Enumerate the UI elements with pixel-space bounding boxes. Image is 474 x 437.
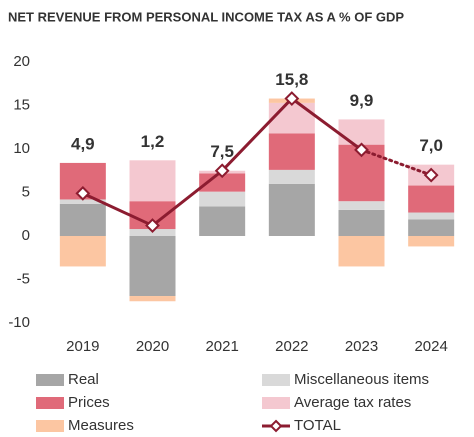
bar-segment [268,169,315,184]
chart-title: NET REVENUE FROM PERSONAL INCOME TAX AS … [8,9,404,24]
bar-segment [338,119,385,145]
bar-segment [338,236,385,267]
x-tick-label: 2023 [345,338,378,355]
data-label: 4,9 [71,134,95,153]
legend-label: Average tax rates [294,394,411,411]
legend-label: Miscellaneous items [294,371,429,388]
y-tick-label: 0 [22,227,30,244]
y-tick-label: 20 [13,53,30,70]
total-line-dotted [360,148,433,177]
legend-swatch [36,397,64,409]
bar-segment [268,133,315,170]
bar-segment [408,219,455,236]
legend-label: Real [68,371,99,388]
legend-swatch [36,374,64,386]
bar-segment [338,201,385,210]
data-label: 7,0 [419,136,443,155]
bar-segment [199,206,246,236]
x-tick-label: 2019 [66,338,99,355]
data-label: 9,9 [350,91,374,110]
y-tick-label: 15 [13,96,30,113]
legend-swatch [262,374,290,386]
bar-segment [268,102,315,134]
data-label: 7,5 [210,142,234,161]
legend-label: Measures [68,417,134,434]
legend-swatch [262,397,290,409]
data-label: 1,2 [141,132,165,151]
bar-segment [199,191,246,207]
x-tick-label: 2022 [275,338,308,355]
legend-label: Prices [68,394,110,411]
bar-segment [129,160,176,202]
data-label: 15,8 [275,70,308,89]
total-marker [354,142,369,158]
x-tick-label: 2021 [205,338,238,355]
legend-swatch [36,420,64,432]
total-marker [75,185,91,201]
bar-segment [59,203,106,236]
total-marker [284,91,300,106]
bar-segment [408,212,455,220]
y-tick-label: -5 [17,270,30,287]
bar-segment [59,236,106,267]
legend-marker [269,419,283,433]
bar-segment [408,185,455,213]
bar-segment [59,199,106,204]
x-tick-label: 2024 [414,338,447,355]
total-marker [145,218,160,233]
y-tick-label: 10 [13,140,30,157]
bar-segment [338,209,385,236]
x-tick-label: 2020 [136,338,169,355]
bar-segment [129,296,176,302]
bar-segment [268,183,315,236]
y-tick-label: 5 [22,183,30,200]
total-marker [214,163,230,179]
legend-label: TOTAL [294,417,341,434]
y-tick-label: -10 [8,314,30,331]
bar-segment [129,236,176,297]
total-marker [423,167,439,183]
bar-segment [408,236,455,247]
